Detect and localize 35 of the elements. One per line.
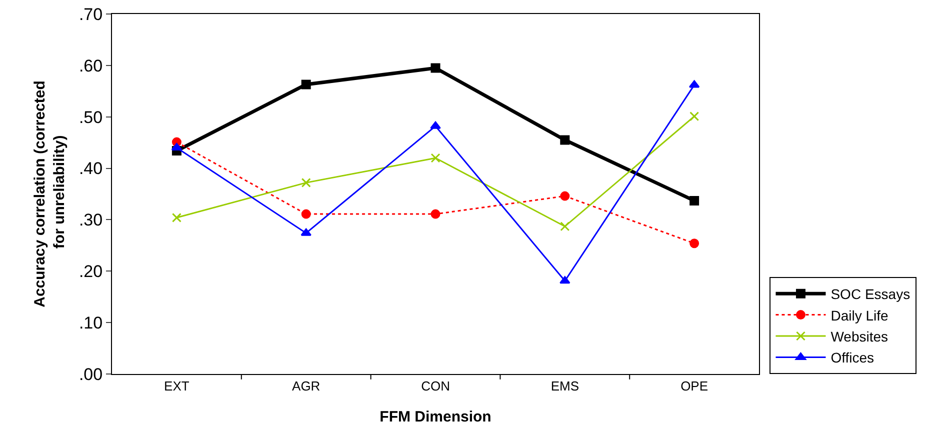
point xyxy=(560,222,570,232)
point xyxy=(301,80,311,90)
point xyxy=(172,212,182,222)
x-tick-label: OPE xyxy=(680,378,708,394)
point xyxy=(301,209,311,219)
x-tick-label: EXT xyxy=(164,378,190,394)
point xyxy=(560,135,570,145)
legend-label: Daily Life xyxy=(830,307,889,324)
point xyxy=(690,238,700,248)
x-tick-label: AGR xyxy=(292,378,320,394)
y-axis-title: Accuracy correlation (corrected for unreliability) xyxy=(32,80,68,308)
point xyxy=(301,178,311,188)
point xyxy=(560,191,570,201)
x-tick-label: EMS xyxy=(550,378,580,394)
point xyxy=(430,63,440,73)
y-tick-label: .60 xyxy=(78,56,103,76)
y-tick-label: .10 xyxy=(78,314,103,333)
legend-label: SOC Essays xyxy=(830,286,910,302)
point xyxy=(430,153,440,163)
legend-label: Offices xyxy=(830,350,874,366)
legend-label: Websites xyxy=(830,328,888,344)
y-tick-label: .40 xyxy=(78,159,103,178)
y-tick-label: .00 xyxy=(78,364,103,384)
point xyxy=(430,121,441,129)
y-tick-label: .50 xyxy=(78,108,103,127)
point xyxy=(690,196,700,206)
x-tick-label: CON xyxy=(421,378,450,394)
point xyxy=(430,209,440,219)
point xyxy=(560,276,570,284)
point xyxy=(690,112,700,122)
y-tick-label: .70 xyxy=(78,4,103,24)
y-tick-label: .20 xyxy=(78,262,103,282)
point xyxy=(300,228,312,236)
y-tick-label: .30 xyxy=(78,210,103,230)
x-axis-title: FFM Dimension xyxy=(380,408,492,426)
